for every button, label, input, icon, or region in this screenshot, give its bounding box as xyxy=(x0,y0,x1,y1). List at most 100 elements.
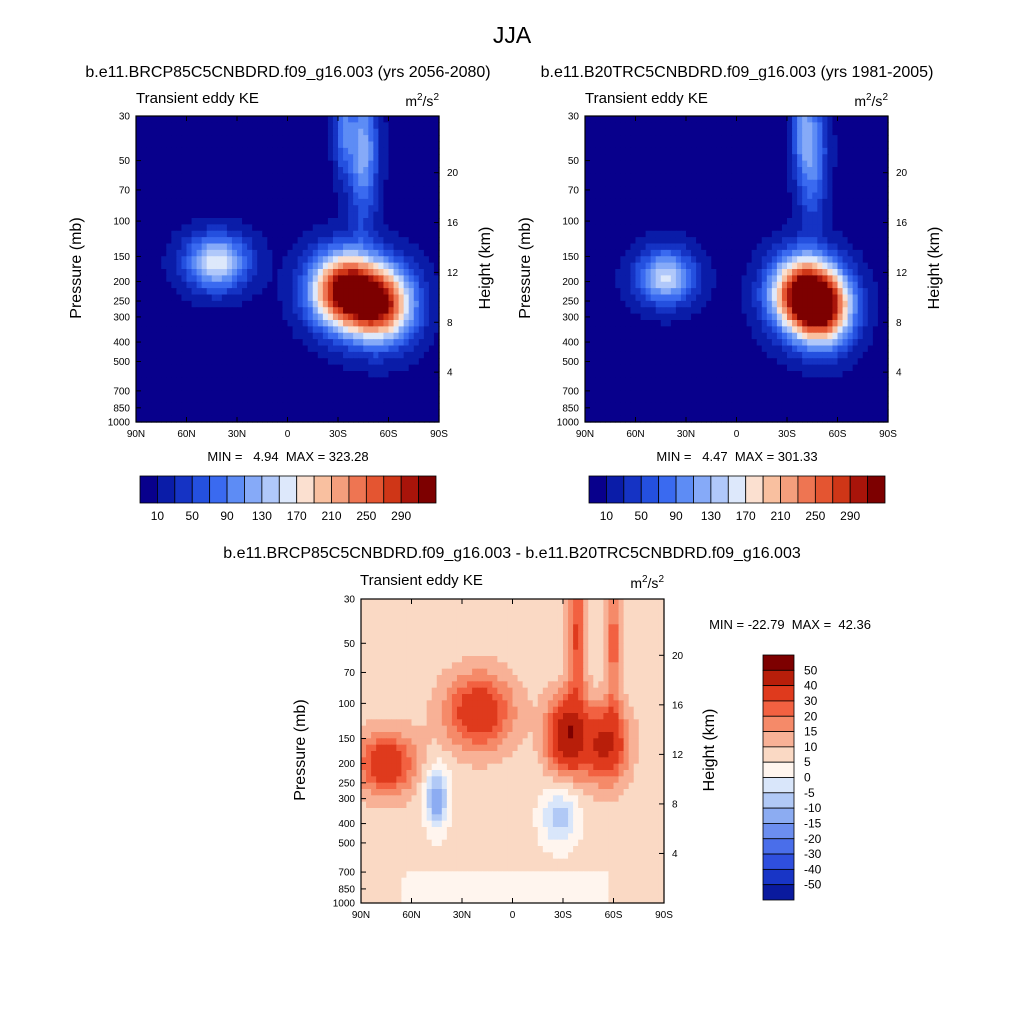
field-cell xyxy=(675,167,682,174)
field-cell xyxy=(196,122,203,130)
field-cell xyxy=(141,262,147,270)
field-cell xyxy=(358,218,364,225)
field-cell xyxy=(292,281,299,289)
field-cell xyxy=(297,409,304,417)
field-cell xyxy=(751,237,758,245)
field-cell xyxy=(186,230,193,238)
field-cell xyxy=(146,192,152,200)
field-cell xyxy=(736,326,743,334)
field-cell xyxy=(736,205,743,213)
field-cell xyxy=(388,141,395,149)
field-cell xyxy=(701,243,707,251)
field-cell xyxy=(348,294,354,302)
field-cell xyxy=(277,179,284,187)
field-cell xyxy=(262,402,268,410)
field-cell xyxy=(383,288,390,296)
field-cell xyxy=(196,269,203,276)
field-cell xyxy=(787,300,793,308)
field-cell xyxy=(746,326,753,334)
panel-a: b.e11.BRCP85C5CNBDRD.f09_g16.003 (yrs 20… xyxy=(68,64,494,523)
field-cell xyxy=(847,300,854,308)
field-cell xyxy=(206,173,213,181)
field-cell xyxy=(191,122,198,130)
field-cell xyxy=(231,313,238,321)
field-cell xyxy=(766,288,773,296)
field-cell xyxy=(358,135,364,143)
field-cell xyxy=(161,402,167,410)
field-cell xyxy=(348,351,354,359)
field-cell xyxy=(792,269,798,276)
field-cell xyxy=(857,192,864,200)
field-cell xyxy=(655,141,662,149)
field-cell xyxy=(726,262,733,270)
field-cell xyxy=(686,326,692,334)
field-cell xyxy=(635,116,642,123)
field-cell xyxy=(428,122,435,130)
field-cell xyxy=(882,205,889,213)
field-cell xyxy=(186,358,193,366)
field-cell xyxy=(373,211,379,219)
field-cell xyxy=(242,205,248,213)
field-cell xyxy=(327,249,334,257)
field-cell xyxy=(792,262,798,270)
field-cell xyxy=(756,237,763,245)
field-cell xyxy=(827,269,834,276)
field-cell xyxy=(196,313,203,321)
field-cell xyxy=(226,154,233,162)
field-cell xyxy=(343,160,349,168)
field-cell xyxy=(237,371,243,378)
field-cell xyxy=(595,179,601,187)
field-cell xyxy=(731,179,738,187)
field-cell xyxy=(201,262,208,270)
field-cell xyxy=(408,275,415,283)
field-cell xyxy=(408,154,415,162)
field-cell xyxy=(186,122,193,130)
field-cell xyxy=(792,173,798,181)
field-cell xyxy=(706,281,712,289)
field-cell xyxy=(792,179,798,187)
field-cell xyxy=(166,205,172,213)
field-cell xyxy=(751,281,758,289)
field-cell xyxy=(670,281,677,289)
field-cell xyxy=(231,116,238,123)
field-cell xyxy=(257,167,263,174)
field-cell xyxy=(756,230,763,238)
field-cell xyxy=(691,218,697,225)
field-cell xyxy=(620,205,626,213)
field-cell xyxy=(171,116,177,123)
field-cell xyxy=(872,128,879,136)
panel-b: b.e11.B20TRC5CNBDRD.f09_g16.003 (yrs 198… xyxy=(517,64,943,523)
field-cell xyxy=(302,300,309,308)
field-cell xyxy=(216,224,223,232)
field-cell xyxy=(882,147,889,155)
field-cell xyxy=(792,135,798,143)
field-cell xyxy=(852,288,859,296)
field-cell xyxy=(398,122,405,130)
field-cell xyxy=(206,224,213,232)
field-cell xyxy=(292,249,299,257)
field-cell xyxy=(413,135,420,143)
field-cell xyxy=(680,300,687,308)
field-cell xyxy=(211,300,218,308)
field-cell xyxy=(247,364,253,372)
field-cell xyxy=(317,409,324,417)
field-cell xyxy=(378,377,385,385)
field-cell xyxy=(398,256,405,264)
field-cell xyxy=(231,326,238,334)
field-cell xyxy=(252,122,258,130)
field-cell xyxy=(600,179,606,187)
field-cell xyxy=(837,154,844,162)
field-cell xyxy=(216,211,223,219)
field-cell xyxy=(418,300,425,308)
field-cell xyxy=(186,141,193,149)
field-cell xyxy=(327,243,334,251)
field-cell xyxy=(343,198,349,206)
field-cell xyxy=(146,147,152,155)
field-cell xyxy=(595,147,601,155)
field-cell xyxy=(368,205,374,213)
field-cell xyxy=(307,262,314,270)
field-cell xyxy=(161,390,167,398)
field-cell xyxy=(307,173,314,181)
field-cell xyxy=(847,256,854,264)
field-cell xyxy=(433,262,440,270)
